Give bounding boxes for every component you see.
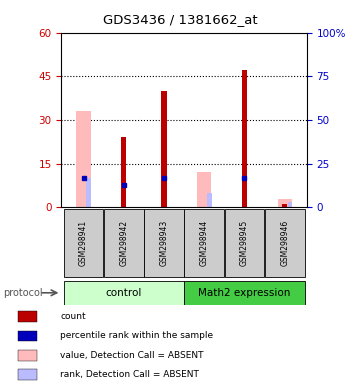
Text: GDS3436 / 1381662_at: GDS3436 / 1381662_at [103,13,258,26]
Bar [121,137,126,207]
Bar [86,178,91,207]
Text: percentile rank within the sample: percentile rank within the sample [60,331,213,341]
Bar [77,111,91,207]
Bar [161,91,167,207]
Text: GSM298946: GSM298946 [280,220,289,266]
FancyBboxPatch shape [184,281,305,305]
Bar [282,204,287,207]
Bar [18,369,37,380]
Text: GSM298945: GSM298945 [240,220,249,266]
Bar [278,199,292,207]
FancyBboxPatch shape [64,281,184,305]
Bar [287,202,292,207]
Bar [207,194,212,207]
Text: Math2 expression: Math2 expression [198,288,291,298]
FancyBboxPatch shape [64,209,103,277]
Text: GSM298942: GSM298942 [119,220,128,266]
FancyBboxPatch shape [265,209,305,277]
Text: GSM298943: GSM298943 [160,220,169,266]
Bar [18,350,37,361]
FancyBboxPatch shape [104,209,144,277]
Text: GSM298944: GSM298944 [200,220,209,266]
Text: count: count [60,312,86,321]
Text: GSM298941: GSM298941 [79,220,88,266]
Bar [242,71,247,207]
Text: control: control [105,288,142,298]
Bar [197,172,211,207]
Text: value, Detection Call = ABSENT: value, Detection Call = ABSENT [60,351,204,360]
FancyBboxPatch shape [144,209,184,277]
FancyBboxPatch shape [225,209,264,277]
Text: rank, Detection Call = ABSENT: rank, Detection Call = ABSENT [60,370,199,379]
Text: protocol: protocol [4,288,43,298]
Bar [18,331,37,341]
FancyBboxPatch shape [184,209,224,277]
Bar [18,311,37,322]
